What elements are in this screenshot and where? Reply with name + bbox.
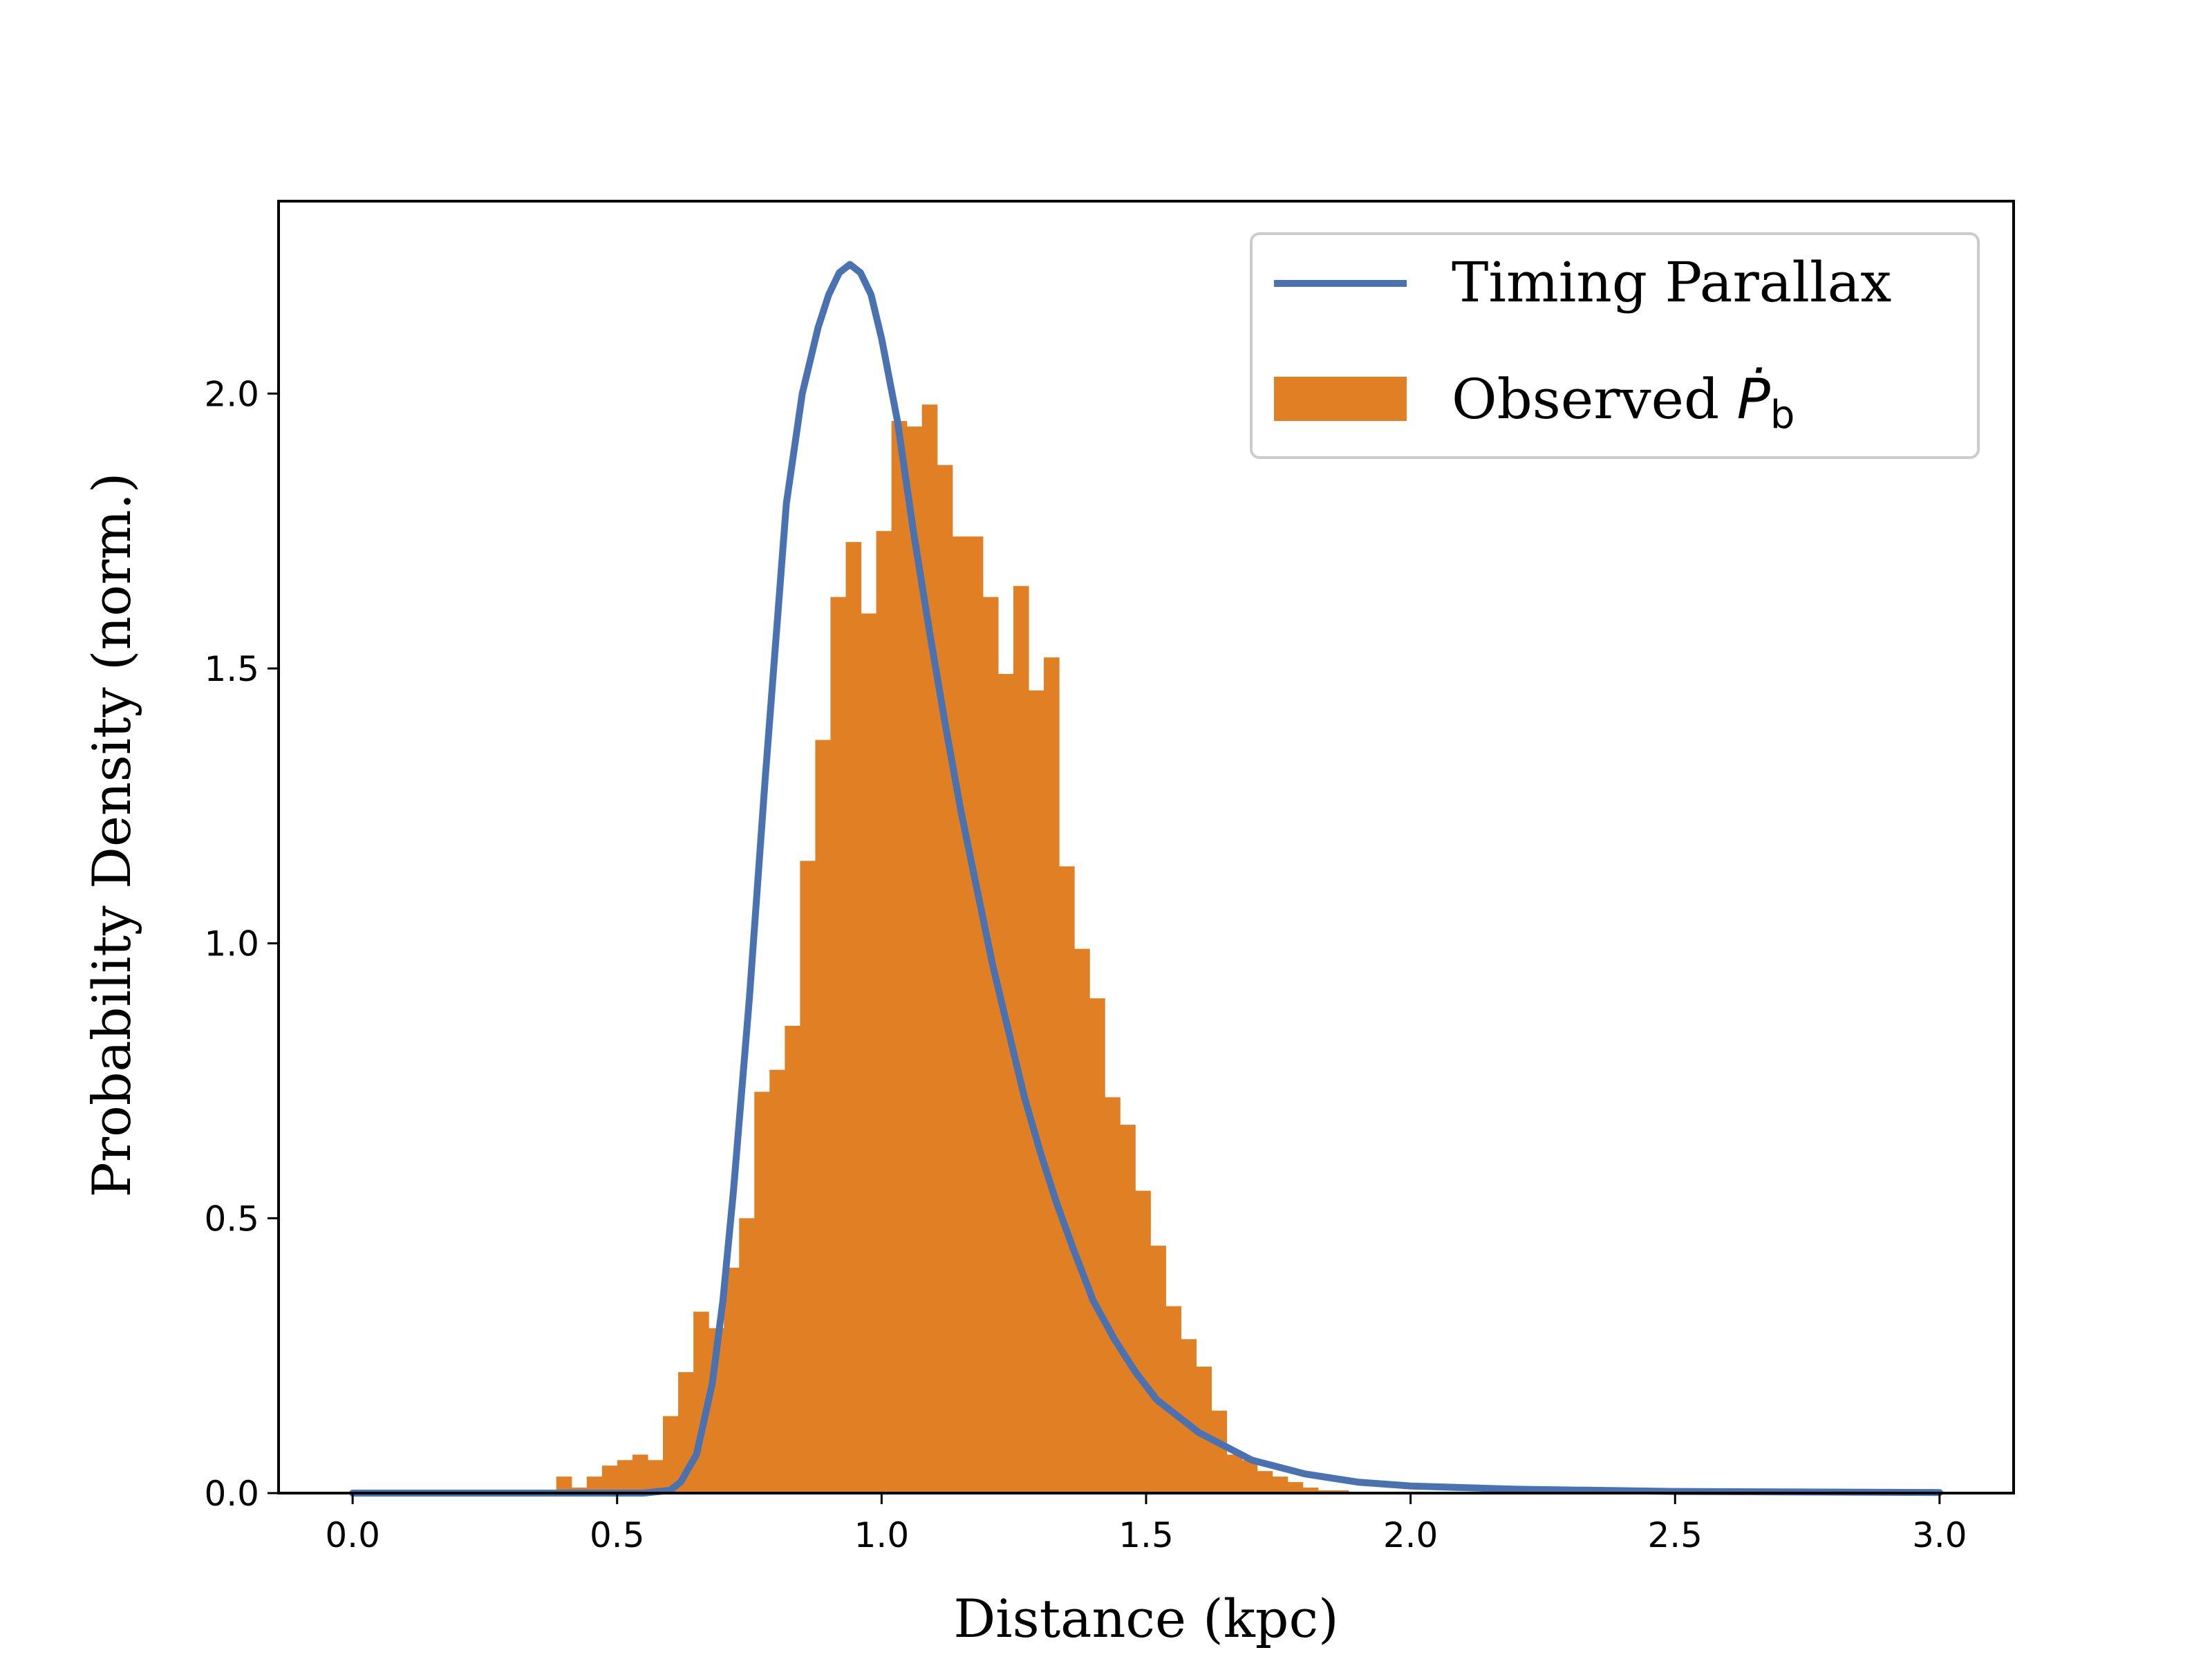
- x-tick-label: 2.0: [1383, 1515, 1438, 1555]
- histogram-bar: [800, 861, 816, 1493]
- x-axis-ticks: 0.0 0.5 1.0 1.5 2.0 2.5 3.0: [325, 1493, 1967, 1555]
- histogram-bar: [1135, 1190, 1151, 1493]
- histogram-bar: [891, 421, 908, 1493]
- histogram-bar: [982, 597, 999, 1493]
- histogram-bar: [1044, 657, 1060, 1493]
- x-tick-label: 2.5: [1647, 1515, 1703, 1555]
- histogram-bar: [663, 1416, 679, 1493]
- histogram-bar: [1013, 585, 1029, 1493]
- histogram-bar: [830, 597, 847, 1493]
- histogram-bar: [937, 465, 953, 1493]
- histogram-bar: [967, 536, 984, 1493]
- histogram-bar: [1302, 1488, 1319, 1493]
- histogram-bar: [769, 1069, 785, 1493]
- histogram-bar: [754, 1091, 770, 1493]
- histogram-bar: [724, 1267, 740, 1493]
- histogram-bar: [586, 1477, 603, 1493]
- y-tick-label: 0.0: [204, 1474, 259, 1514]
- legend: Timing Parallax Observed Ṗb: [1250, 232, 1980, 459]
- histogram-bar: [1150, 1246, 1166, 1493]
- y-tick-label: 1.0: [204, 924, 259, 964]
- x-tick-label: 0.0: [325, 1515, 380, 1555]
- legend-frame: [1250, 232, 1980, 459]
- histogram-bar: [876, 531, 892, 1494]
- y-axis-label: Probability Density (norm.): [81, 473, 142, 1198]
- histogram-bar: [1028, 690, 1044, 1494]
- histogram-bar: [1226, 1454, 1243, 1493]
- histogram-bar: [1059, 866, 1075, 1493]
- histogram-bar: [861, 613, 877, 1493]
- histogram-bar: [785, 1025, 800, 1493]
- histogram-bar: [1089, 998, 1105, 1493]
- histogram-bar: [556, 1477, 572, 1493]
- y-tick-label: 0.5: [204, 1199, 259, 1239]
- histogram-bar: [906, 427, 923, 1494]
- legend-bar-swatch: [1274, 377, 1407, 421]
- y-axis-ticks: 0.0 0.5 1.0 1.5 2.0: [204, 374, 279, 1514]
- histogram-bars: [556, 404, 1349, 1494]
- histogram-bar: [632, 1454, 648, 1493]
- histogram-bar: [845, 542, 862, 1493]
- x-axis-label: Distance (kpc): [953, 1588, 1338, 1649]
- histogram-bar: [601, 1465, 618, 1493]
- histogram-bar: [1074, 948, 1090, 1493]
- histogram-bar: [1257, 1471, 1273, 1493]
- x-tick-label: 1.0: [854, 1515, 910, 1555]
- x-tick-label: 1.5: [1118, 1515, 1174, 1555]
- legend-line-label: Timing Parallax: [1452, 250, 1891, 315]
- histogram-bar: [1211, 1410, 1228, 1493]
- histogram-bar: [997, 673, 1014, 1493]
- x-tick-label: 0.5: [590, 1515, 645, 1555]
- histogram-bar: [815, 740, 832, 1493]
- histogram-bar: [647, 1460, 664, 1493]
- y-tick-label: 1.5: [204, 649, 259, 689]
- legend-bar-label: Observed Ṗb: [1452, 367, 1794, 438]
- histogram-bar: [1272, 1477, 1288, 1493]
- histogram-bar: [1287, 1482, 1304, 1493]
- histogram-bar: [1120, 1125, 1136, 1493]
- y-tick-label: 2.0: [204, 374, 259, 414]
- histogram-bar: [1165, 1306, 1181, 1493]
- timing-parallax-line-layer: [349, 261, 1943, 1497]
- x-tick-label: 3.0: [1912, 1515, 1967, 1555]
- histogram-bar: [921, 404, 938, 1493]
- histogram-bar: [1105, 1097, 1121, 1493]
- histogram-bar: [1196, 1367, 1212, 1493]
- histogram-bar: [1241, 1460, 1258, 1493]
- histogram-bar: [739, 1218, 755, 1493]
- histogram-bar: [952, 536, 968, 1493]
- legend-subscript: b: [1770, 393, 1795, 438]
- histogram-bar: [1181, 1339, 1197, 1493]
- histogram-bar: [617, 1460, 633, 1493]
- legend-pdot-symbol: Ṗ: [1737, 367, 1771, 431]
- timing-parallax-line: [349, 261, 1943, 1497]
